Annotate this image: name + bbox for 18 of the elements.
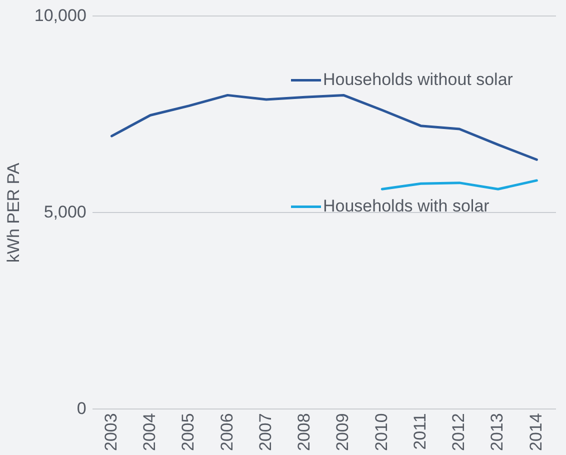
x-tick-label: 2010 [372,413,391,452]
y-tick-label: 10,000 [34,6,86,25]
legend-label: Households without solar [323,70,514,89]
legend-label: Households with solar [323,196,490,216]
x-tick-label: 2006 [217,413,236,452]
x-tick-label: 2013 [488,413,507,452]
x-tick-label: 2014 [526,413,546,452]
x-tick-label: 2011 [410,413,430,450]
x-tick-label: 2008 [294,413,314,452]
x-tick-label: 2004 [140,413,160,452]
x-tick-label: 2007 [256,413,275,452]
x-tick-label: 2003 [101,413,120,452]
x-tick-label: 2009 [333,413,352,452]
y-tick-label: 0 [76,398,86,418]
x-tick-label: 2005 [178,413,198,452]
y-axis-title: kWh PER PA [4,162,23,263]
y-tick-label: 5,000 [44,202,86,222]
x-tick-label: 2012 [449,413,468,452]
